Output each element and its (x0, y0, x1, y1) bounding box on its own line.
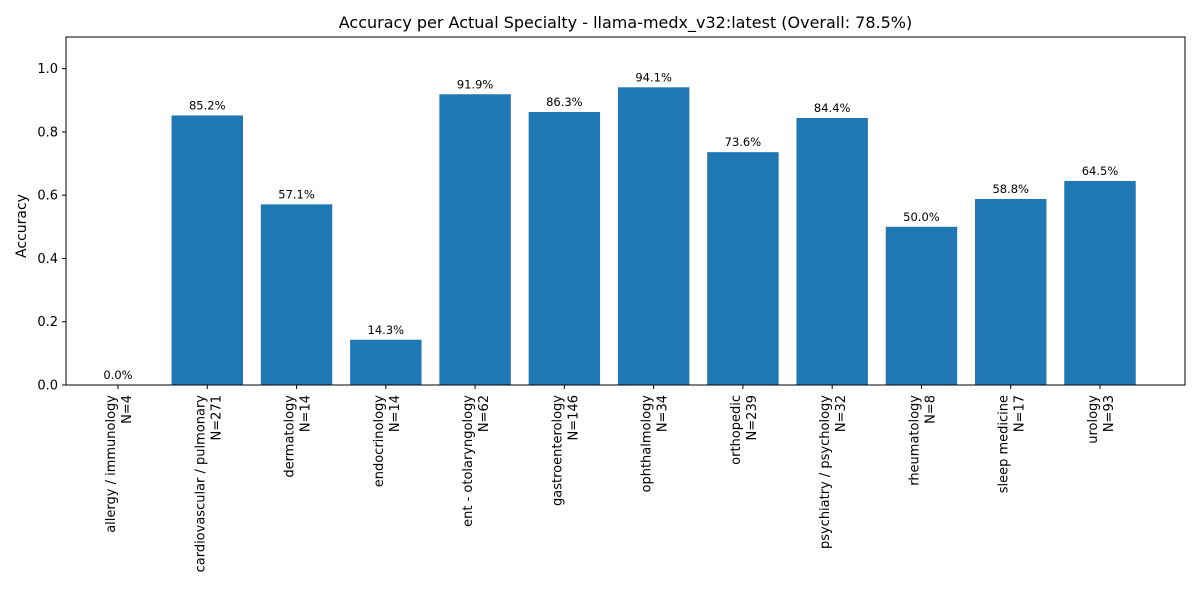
y-tick-label: 0.6 (37, 189, 58, 204)
bar (885, 226, 958, 385)
x-tick-label: endocrinology (372, 395, 387, 488)
bar (528, 111, 601, 385)
x-tick-label: gastroenterology (550, 395, 565, 506)
x-tick-label: psychiatry / psychology (818, 395, 833, 549)
data-label: 50.0% (903, 210, 940, 224)
x-tick-label: cardiovascular / pulmonary (193, 395, 208, 573)
x-tick-label-group: ophthalmology N=34 (640, 395, 671, 493)
x-tick-label-group: psychiatry / psychology N=32 (818, 395, 849, 549)
data-label: 85.2% (189, 98, 226, 112)
data-label: 57.1% (278, 187, 315, 201)
x-tick-label: ent - otolaryngology (461, 395, 476, 527)
x-tick-label-group: endocrinology N=14 (372, 395, 403, 488)
x-tick-label: rheumatology (907, 395, 922, 486)
x-tick-label: sleep medicine (997, 395, 1012, 493)
x-tick-label: allergy / immunology (104, 395, 119, 533)
bar (617, 87, 690, 386)
data-label: 14.3% (368, 323, 405, 337)
x-tick-count-label: N=146 (566, 395, 581, 440)
y-tick-label: 0.0 (37, 379, 58, 394)
x-tick-label: urology (1086, 395, 1101, 444)
bar (260, 204, 333, 385)
data-label: 0.0% (103, 368, 132, 382)
x-tick-label-group: allergy / immunology N=4 (104, 395, 135, 533)
x-tick-label-group: rheumatology N=8 (907, 395, 938, 486)
x-tick-label: ophthalmology (640, 395, 655, 493)
chart-title: Accuracy per Actual Specialty - llama-me… (339, 13, 913, 33)
x-tick-count-label: N=8 (923, 395, 938, 424)
data-label: 64.5% (1082, 164, 1119, 178)
x-tick-count-label: N=14 (388, 395, 403, 432)
x-tick-label-group: urology N=93 (1086, 395, 1117, 444)
x-tick-label-group: dermatology N=14 (283, 395, 314, 478)
bar (707, 152, 779, 385)
x-tick-count-label: N=93 (1102, 395, 1117, 432)
x-tick-count-label: N=271 (209, 395, 224, 440)
x-tick-count-label: N=32 (834, 395, 849, 432)
bar (171, 115, 243, 386)
data-label: 86.3% (546, 95, 583, 109)
x-tick-count-label: N=239 (745, 395, 760, 440)
data-label: 91.9% (457, 77, 494, 91)
bar (1064, 180, 1136, 385)
data-labels-layer: 0.0% 85.2% 57.1% 14.3% 91.9% 86.3% 94.1% 73.6% 8… (103, 70, 1118, 382)
x-tick-label-group: orthopedic N=239 (729, 395, 760, 465)
x-axis-ticks: allergy / immunology N=4 cardiovascular / … (104, 385, 1117, 572)
y-axis-ticks: 0.0 0.2 0.4 0.6 0.8 1.0 (37, 62, 66, 394)
bar (796, 117, 868, 386)
x-tick-label: orthopedic (729, 395, 744, 465)
bar (350, 339, 422, 385)
bar (975, 198, 1047, 385)
x-tick-count-label: N=34 (656, 395, 671, 432)
bar (439, 94, 511, 385)
y-tick-label: 0.2 (37, 315, 58, 330)
x-tick-label: dermatology (283, 395, 298, 478)
x-tick-label-group: cardiovascular / pulmonary N=271 (193, 395, 224, 573)
data-label: 94.1% (635, 70, 672, 84)
x-tick-count-label: N=17 (1013, 395, 1028, 432)
data-label: 73.6% (725, 135, 762, 149)
data-label: 58.8% (992, 182, 1029, 196)
data-label: 84.4% (814, 101, 851, 115)
x-tick-label-group: ent - otolaryngology N=62 (461, 395, 492, 527)
x-tick-count-label: N=4 (120, 395, 135, 424)
x-tick-label-group: gastroenterology N=146 (550, 395, 581, 506)
x-tick-count-label: N=14 (299, 395, 314, 432)
y-tick-label: 1.0 (37, 62, 58, 77)
y-tick-label: 0.8 (37, 125, 58, 140)
x-tick-label-group: sleep medicine N=17 (997, 395, 1028, 493)
y-axis-label: Accuracy (14, 194, 30, 258)
y-tick-label: 0.4 (37, 252, 58, 267)
plot-area-frame (65, 36, 1186, 386)
bars-layer (171, 87, 1136, 386)
x-tick-count-label: N=62 (477, 395, 492, 432)
